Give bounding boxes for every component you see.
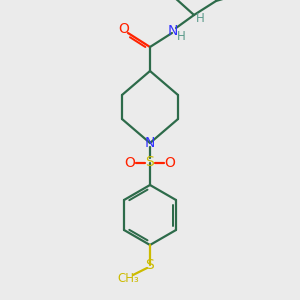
Text: N: N <box>145 136 155 150</box>
Text: CH₃: CH₃ <box>117 272 139 286</box>
Text: H: H <box>196 13 204 26</box>
Text: S: S <box>146 258 154 272</box>
Text: S: S <box>146 155 154 169</box>
Text: O: O <box>124 156 135 170</box>
Text: O: O <box>165 156 176 170</box>
Text: N: N <box>168 24 178 38</box>
Text: O: O <box>118 22 129 36</box>
Text: H: H <box>177 29 185 43</box>
